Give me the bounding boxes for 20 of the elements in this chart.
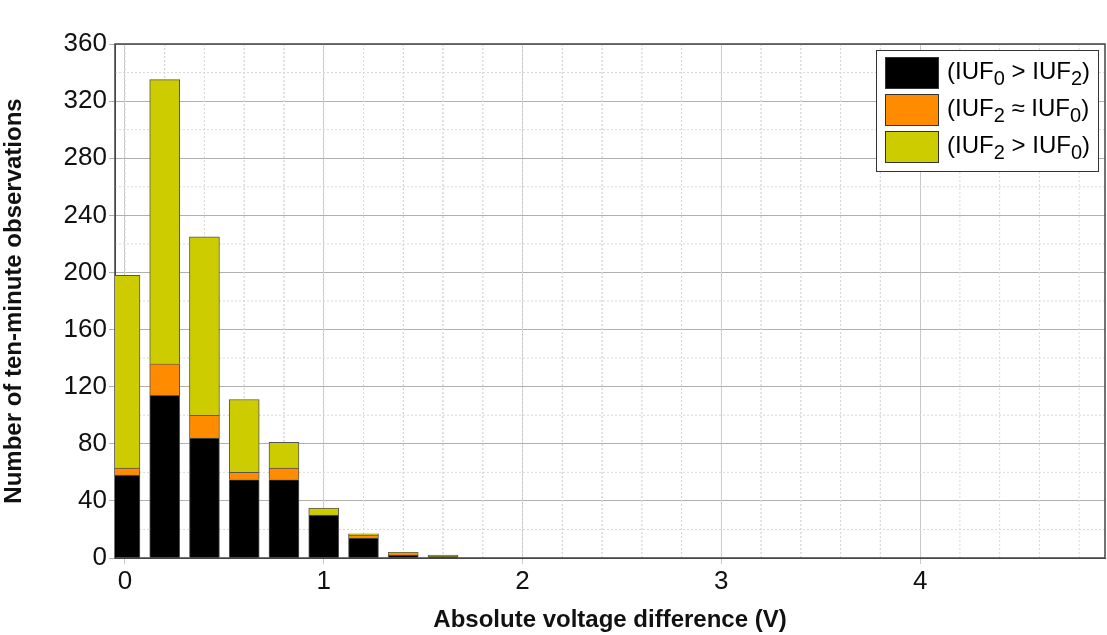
legend-label: (IUF$_{2}$ ≈ IUF$_{0}$): [947, 93, 1090, 127]
x-tick-label: 1: [316, 564, 331, 595]
legend-label: (IUF$_{2}$ > IUF$_{0}$): [947, 130, 1090, 164]
y-tick-label: 0: [92, 541, 107, 572]
y-tick-label: 240: [63, 198, 107, 229]
y-tick-label: 40: [78, 484, 107, 515]
y-tick-label: 160: [63, 312, 107, 343]
x-tick-label: 4: [912, 564, 928, 595]
x-tick-label: 0: [117, 564, 133, 595]
y-axis-title: Number of ten-minute observations: [0, 98, 27, 504]
y-tick-label: 80: [78, 426, 107, 457]
y-tick-label: 320: [63, 84, 107, 115]
y-tick-label: 120: [63, 369, 107, 400]
y-tick-label: 360: [63, 27, 107, 58]
legend-label: (IUF$_{0}$ > IUF$_{2}$): [947, 57, 1090, 90]
y-tick-label: 200: [63, 255, 107, 286]
y-tick-label: 280: [63, 141, 107, 172]
x-tick-label: 3: [714, 564, 729, 595]
x-tick-label: 2: [515, 564, 530, 595]
x-axis-title: Absolute voltage difference (V): [433, 605, 787, 633]
